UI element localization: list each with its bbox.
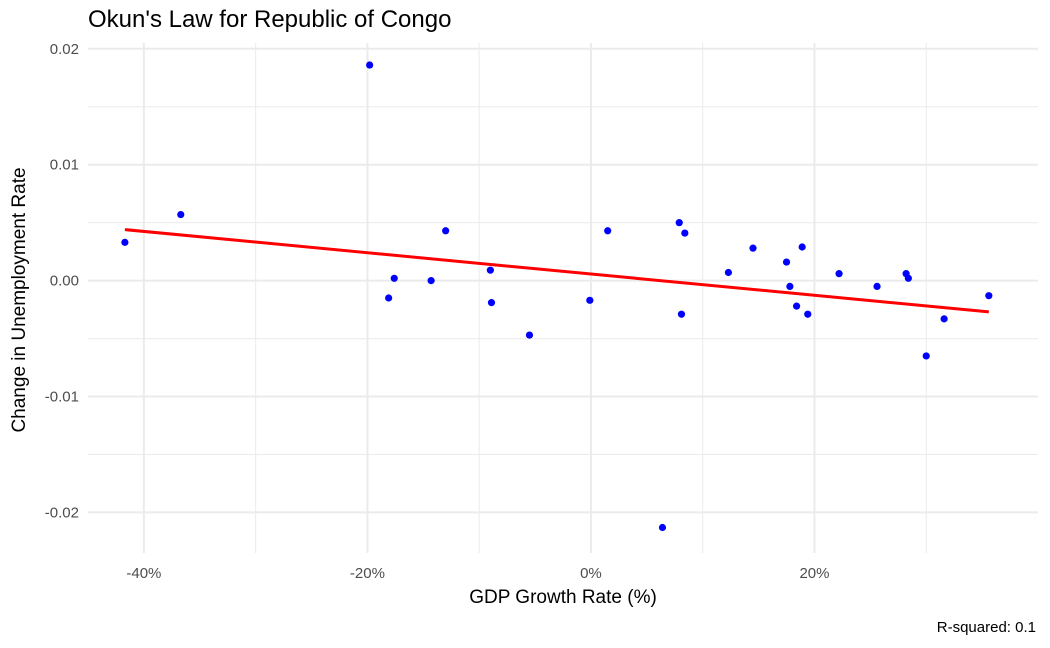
x-tick-labels: -40% -20% 0% 20% — [126, 565, 829, 582]
data-point — [782, 258, 791, 266]
data-point — [873, 282, 881, 291]
data-point — [786, 282, 794, 291]
data-point — [835, 270, 843, 278]
y-tick-label: -0.01 — [45, 389, 79, 406]
major-gridlines — [88, 43, 1038, 553]
data-point — [940, 315, 948, 323]
y-tick-label: 0.01 — [50, 157, 79, 174]
data-point — [681, 229, 689, 237]
data-point — [121, 238, 129, 246]
points-layer — [121, 61, 993, 532]
y-tick-label: 0.00 — [50, 273, 79, 290]
minor-gridlines — [88, 43, 1038, 553]
data-point — [792, 302, 801, 310]
data-point — [442, 227, 450, 235]
y-tick-label: -0.02 — [45, 504, 79, 521]
data-point — [177, 210, 185, 219]
data-point — [604, 227, 612, 235]
x-axis-label: GDP Growth Rate (%) — [469, 587, 657, 608]
data-point — [985, 292, 993, 300]
x-tick-label: -40% — [126, 565, 161, 582]
data-point — [385, 294, 393, 302]
data-point — [586, 296, 594, 304]
x-tick-label: -20% — [350, 565, 385, 582]
data-point — [658, 523, 667, 532]
data-point — [525, 331, 534, 339]
data-point — [675, 219, 683, 227]
data-point — [427, 277, 435, 285]
data-point — [724, 268, 733, 277]
r-squared-caption: R-squared: 0.1 — [936, 619, 1036, 636]
data-point — [922, 352, 930, 360]
data-point — [677, 310, 686, 318]
data-point — [366, 61, 374, 69]
fit-line — [124, 228, 989, 314]
data-point — [749, 244, 757, 252]
data-point — [804, 310, 812, 318]
data-point — [798, 243, 806, 251]
data-point — [390, 274, 398, 282]
x-tick-label: 20% — [799, 565, 829, 582]
y-tick-labels: 0.02 0.01 0.00 -0.01 -0.02 — [45, 41, 79, 522]
data-point — [904, 274, 912, 282]
chart-title: Okun's Law for Republic of Congo — [88, 6, 452, 33]
y-tick-label: 0.02 — [50, 41, 79, 58]
data-point — [486, 266, 494, 274]
data-point — [487, 299, 496, 307]
x-tick-label: 0% — [580, 565, 602, 582]
fit-line-layer — [124, 228, 989, 314]
